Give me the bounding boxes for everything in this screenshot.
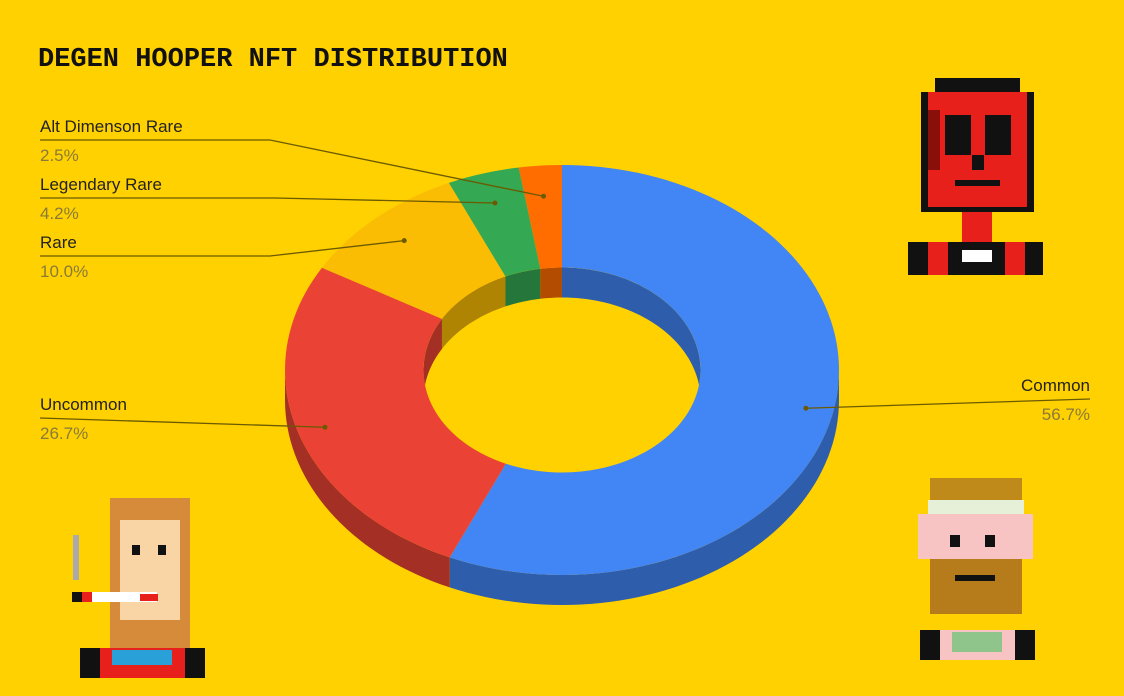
inner-walls	[423, 267, 701, 400]
inner-wall	[540, 267, 562, 299]
slice	[448, 167, 541, 277]
outer-wall	[449, 370, 839, 605]
category-label: Legendary Rare	[40, 175, 162, 194]
chart-title: DEGEN HOOPER NFT DISTRIBUTION	[38, 45, 508, 75]
leader-line	[40, 139, 544, 197]
leader-dot	[401, 238, 407, 244]
donut	[285, 165, 839, 605]
leader-dot	[803, 405, 809, 411]
category-label: Common	[1021, 376, 1090, 395]
leader-line	[40, 197, 495, 204]
leader-line	[40, 240, 405, 257]
hooper-avatar	[918, 478, 1035, 660]
skull-avatar	[908, 78, 1043, 275]
leader-dot	[322, 424, 328, 430]
value-label: 2.5%	[40, 146, 79, 165]
leader-dot	[492, 200, 498, 206]
slice	[321, 182, 506, 319]
value-label: 4.2%	[40, 204, 79, 223]
value-label: 10.0%	[40, 262, 88, 281]
category-label: Alt Dimenson Rare	[40, 117, 183, 136]
girl-avatar	[72, 498, 205, 678]
leader-line	[805, 398, 1091, 409]
outer-wall	[285, 370, 450, 588]
leader-line	[39, 417, 326, 428]
labels: Common 56.7% Uncommon 26.7% Rare 10.0% Legenda…	[39, 117, 1091, 443]
category-label: Rare	[40, 233, 77, 252]
inner-wall	[441, 276, 506, 349]
inner-wall	[423, 318, 442, 400]
inner-wall	[505, 268, 541, 307]
leader-dot	[541, 193, 547, 199]
category-label: Uncommon	[40, 395, 127, 414]
slice	[449, 165, 839, 575]
slice	[285, 267, 506, 558]
value-label: 26.7%	[40, 424, 88, 443]
value-label: 56.7%	[1042, 405, 1090, 424]
inner-wall	[562, 267, 701, 400]
slice	[518, 165, 562, 269]
